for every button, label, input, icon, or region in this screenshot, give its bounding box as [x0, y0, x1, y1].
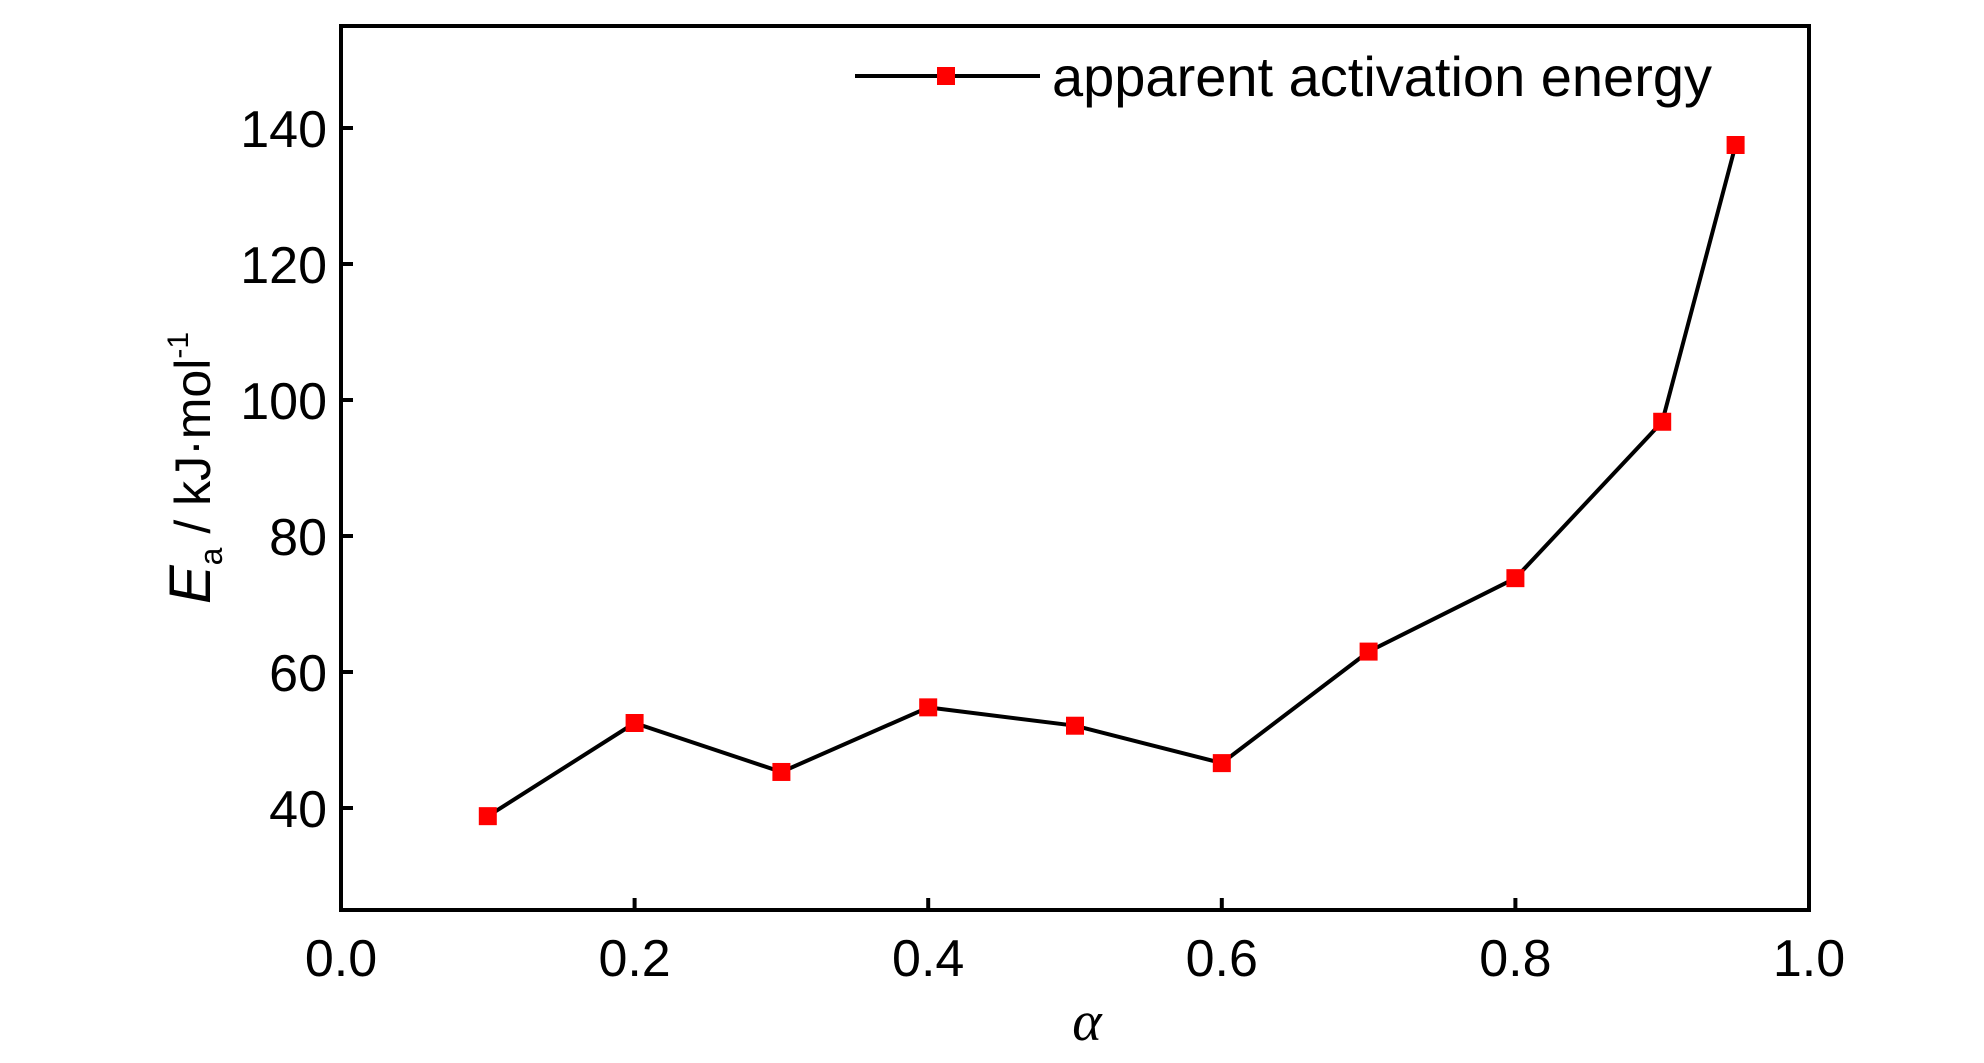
x-axis-title: α	[1072, 991, 1103, 1053]
y-axis-unit: / kJ·mol	[165, 359, 221, 548]
y-axis-ticks: 40 60 80 100 120 140	[240, 101, 353, 839]
x-tick-label: 0.2	[598, 930, 670, 988]
series-line	[486, 144, 1738, 818]
y-axis-title: Ea / kJ·mol-1	[158, 332, 229, 604]
data-point	[1506, 569, 1525, 588]
legend-label: apparent activation energy	[1052, 45, 1712, 108]
plot-frame	[339, 24, 1811, 912]
x-tick-label: 0.4	[892, 930, 964, 988]
data-point	[1212, 754, 1231, 773]
y-tick-label: 100	[240, 373, 327, 431]
y-tick-label: 60	[269, 645, 327, 703]
data-point	[625, 714, 644, 732]
x-tick-label: 0.0	[305, 930, 377, 988]
data-point	[478, 807, 497, 826]
data-point	[919, 698, 938, 717]
x-tick-label: 1.0	[1773, 930, 1845, 988]
y-axis-superscript: -1	[162, 332, 195, 359]
legend: apparent activation energy	[855, 45, 1712, 108]
y-tick-label: 120	[240, 237, 327, 295]
data-point	[1066, 716, 1084, 735]
x-axis-ticks: 0.0 0.2 0.4 0.6 0.8 1.0	[305, 898, 1845, 988]
x-tick-label: 0.8	[1479, 930, 1551, 988]
legend-marker	[937, 67, 955, 85]
y-tick-label: 80	[269, 509, 327, 567]
series-group	[478, 136, 1745, 826]
data-point	[1653, 412, 1672, 431]
data-point	[1359, 642, 1378, 661]
x-tick-label: 0.6	[1186, 930, 1258, 988]
y-axis-subscript: a	[193, 547, 229, 565]
y-tick-label: 140	[240, 101, 327, 159]
y-tick-label: 40	[269, 781, 327, 839]
data-point	[772, 762, 791, 781]
y-axis-symbol: E	[158, 564, 223, 604]
data-point	[1726, 136, 1745, 154]
